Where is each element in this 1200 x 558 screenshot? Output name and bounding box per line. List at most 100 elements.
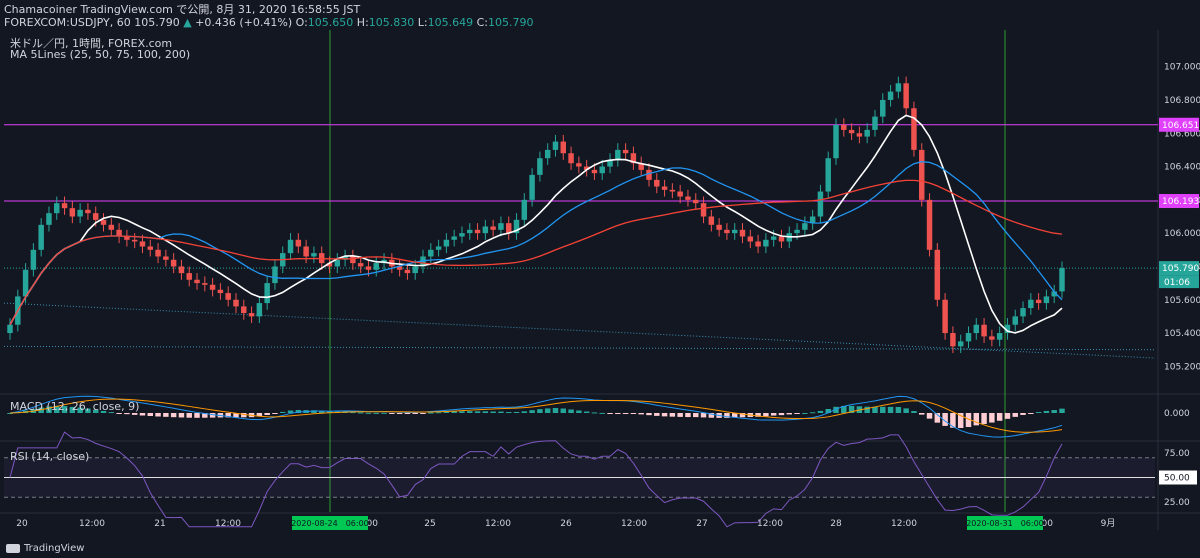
macd-histogram-bar — [241, 413, 247, 418]
candle-body — [396, 266, 403, 270]
candle-body — [108, 224, 115, 230]
ma-legend[interactable]: MA 5Lines (25, 50, 75, 100, 200) — [10, 48, 191, 61]
trendline — [3, 302, 1156, 359]
candle-body — [864, 129, 870, 137]
macd-histogram-bar — [537, 409, 543, 413]
candle-body — [365, 266, 372, 270]
macd-histogram-bar — [326, 411, 333, 413]
macd-histogram-bar — [833, 406, 839, 413]
candle-body — [739, 229, 746, 237]
candle-body — [334, 259, 341, 267]
candle-body — [100, 219, 107, 225]
change-value: +0.436 (+0.41%) — [195, 16, 293, 29]
ohlc-legend: FOREXCOM:USDJPY, 60 105.790 ▲ +0.436 (+0… — [4, 16, 534, 29]
macd-histogram-bar — [950, 413, 956, 428]
candle-body — [459, 233, 465, 237]
candle-body — [700, 203, 707, 217]
candle-body — [233, 299, 239, 307]
candle-body — [116, 229, 122, 237]
candle-body — [435, 246, 442, 250]
candle-body — [85, 209, 91, 214]
rsi-tick-label: 50.00 — [1164, 474, 1190, 484]
candle-body — [731, 229, 738, 234]
candle-body — [69, 208, 76, 217]
candle-body — [1004, 324, 1011, 334]
macd-histogram-bar — [630, 413, 637, 414]
candle-body — [428, 249, 434, 257]
candle-body — [622, 149, 629, 154]
candle-body — [373, 263, 379, 270]
macd-histogram-bar — [957, 413, 964, 428]
candle-body — [630, 153, 637, 164]
macd-histogram-bar — [85, 408, 91, 413]
candle-body — [957, 341, 964, 347]
candle-body — [170, 259, 177, 267]
macd-histogram-bar — [942, 413, 948, 426]
candle-body — [124, 236, 130, 240]
candle-body — [1028, 299, 1034, 309]
macd-histogram-bar — [583, 411, 590, 413]
candle-body — [1035, 299, 1042, 304]
candle-body — [264, 283, 270, 304]
open-label: O: — [295, 16, 308, 29]
macd-histogram-bar — [202, 413, 208, 418]
candle-body — [295, 239, 302, 247]
candle-body — [412, 266, 418, 274]
macd-histogram-bar — [996, 413, 1003, 421]
candle-body — [950, 333, 956, 347]
macd-histogram-bar — [505, 412, 512, 414]
macd-signal-line — [9, 398, 1063, 433]
time-axis-label: 27 — [696, 519, 707, 529]
macd-histogram-bar — [568, 409, 574, 413]
macd-histogram-bar — [498, 411, 504, 413]
tradingview-logo[interactable]: TradingView — [6, 543, 84, 554]
macd-histogram-bar — [443, 411, 450, 413]
candle-body — [934, 249, 941, 300]
candle-body — [498, 223, 504, 230]
macd-histogram-bar — [365, 412, 372, 414]
candle-body — [661, 186, 668, 190]
symbol-label: FOREXCOM:USDJPY, 60 — [4, 16, 131, 29]
macd-histogram-bar — [311, 410, 317, 413]
candle-body — [217, 289, 224, 294]
candle-body — [529, 174, 535, 200]
candle-body — [544, 149, 551, 159]
candle-body — [46, 213, 52, 225]
candle-body — [311, 253, 317, 257]
time-axis-label: 12:00 — [485, 519, 511, 529]
candle-body — [708, 216, 715, 225]
candle-body — [583, 166, 590, 170]
macd-histogram-bar — [61, 406, 68, 413]
macd-histogram-bar — [981, 413, 987, 424]
time-axis-label: 28 — [830, 519, 842, 529]
macd-histogram-bar — [770, 413, 777, 416]
macd-histogram-bar — [147, 413, 153, 417]
last-price-label: 105.790 — [1162, 264, 1199, 274]
low-value: 105.649 — [427, 16, 474, 29]
price-tick-label: 105.400 — [1164, 329, 1200, 339]
macd-histogram-bar — [887, 406, 894, 413]
high-label: H: — [356, 16, 369, 29]
candle-body — [895, 83, 902, 92]
macd-histogram-bar — [1059, 408, 1065, 413]
change-arrow-icon: ▲ — [183, 16, 192, 29]
candle-body — [357, 263, 364, 267]
candle-body — [646, 169, 652, 180]
price-tick-label: 105.200 — [1164, 362, 1200, 372]
macd-histogram-bar — [513, 411, 520, 413]
macd-histogram-bar — [607, 413, 613, 414]
macd-line — [9, 395, 1063, 438]
macd-histogram-bar — [794, 413, 800, 414]
macd-histogram-bar — [763, 413, 769, 417]
candle-body — [186, 273, 192, 280]
macd-histogram-bar — [615, 413, 621, 414]
last-price-badge — [1159, 261, 1199, 276]
candle-body — [256, 303, 263, 317]
macd-legend[interactable]: MACD (12, 26, close, 9) — [10, 400, 140, 413]
candle-body — [552, 141, 559, 150]
candle-body — [591, 169, 598, 174]
level-badge — [1159, 117, 1199, 132]
rsi-legend[interactable]: RSI (14, close) — [10, 450, 90, 463]
macd-histogram-bar — [529, 410, 535, 413]
